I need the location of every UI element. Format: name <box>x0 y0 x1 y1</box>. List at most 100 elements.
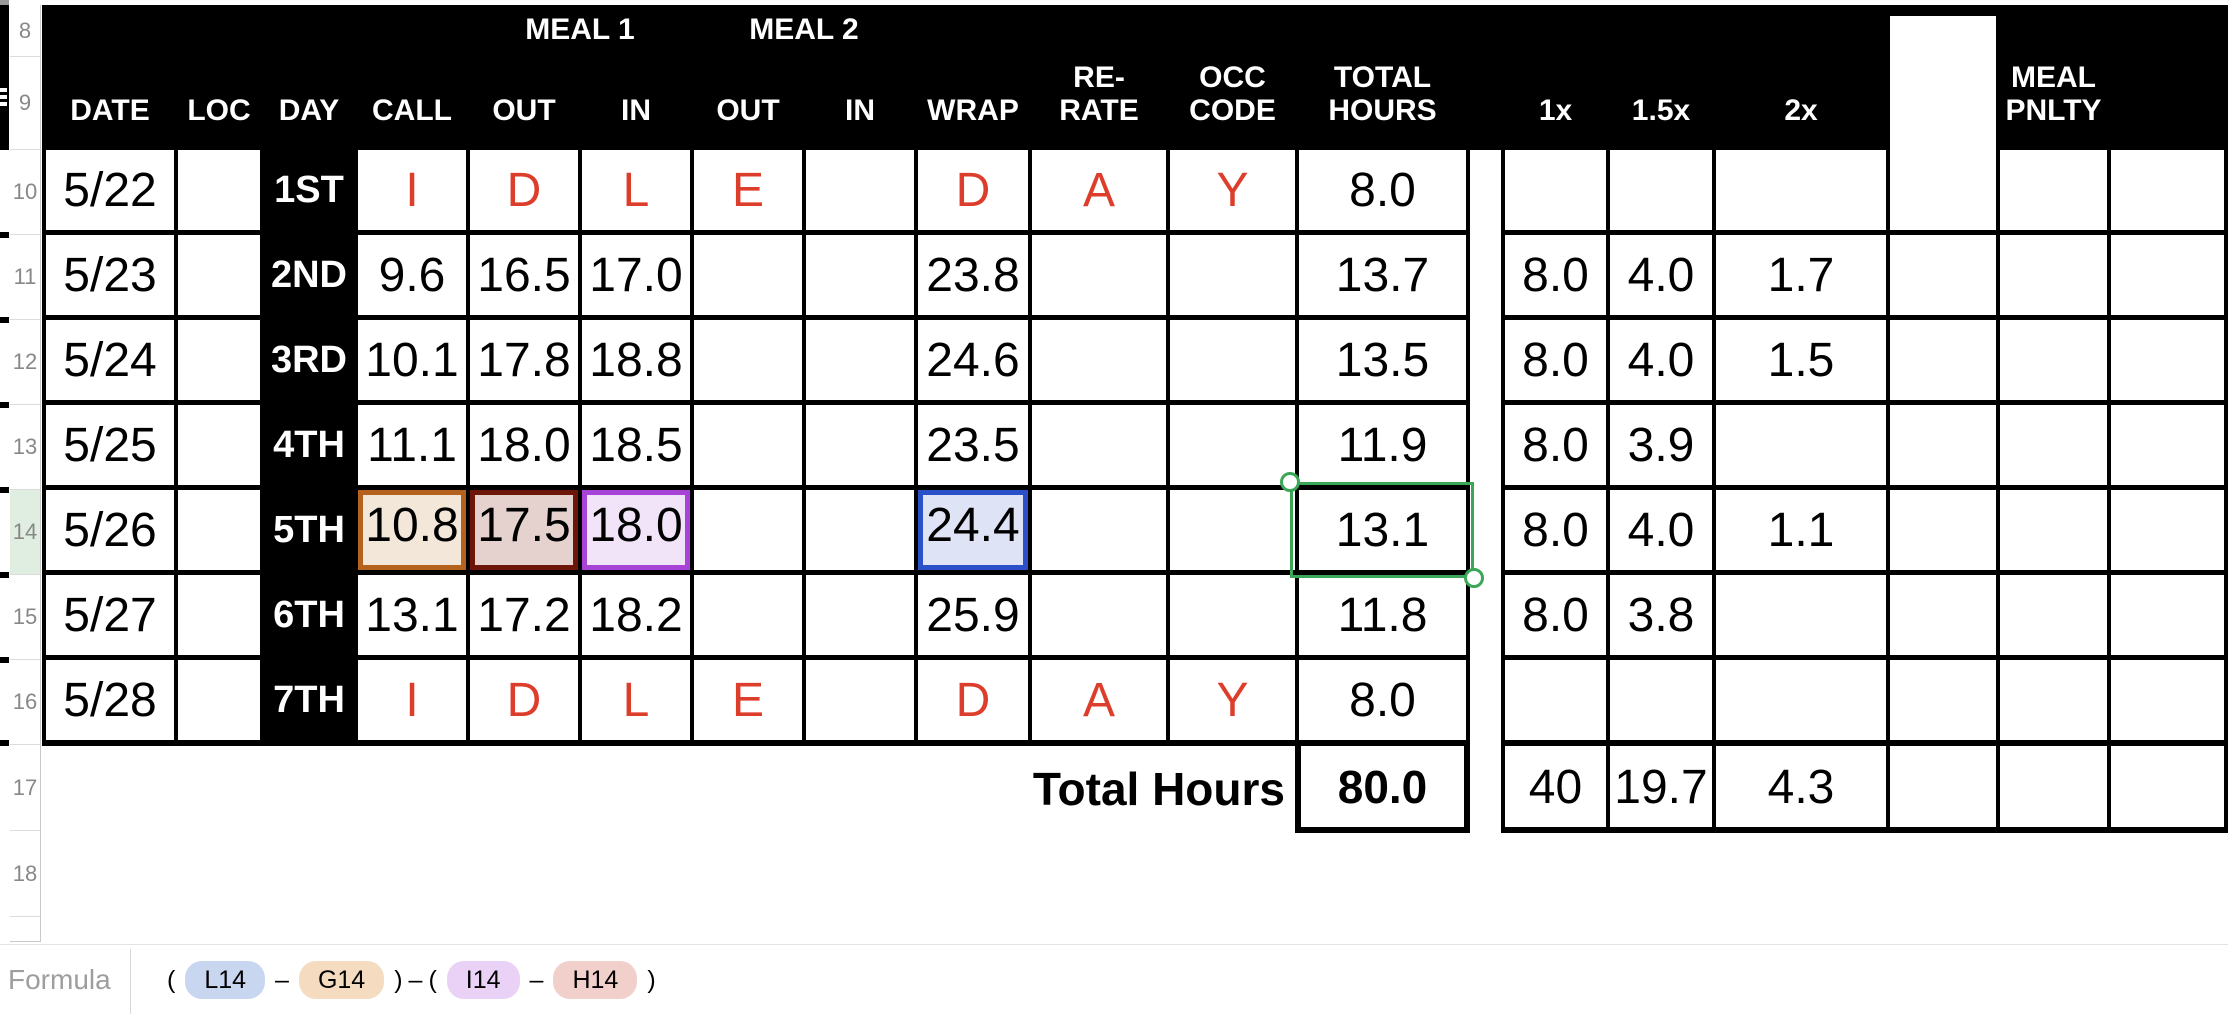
cell-total-hours[interactable]: 8.0 <box>1299 150 1466 230</box>
cell-date[interactable]: 5/25 <box>46 405 174 485</box>
row-header-16[interactable]: 16 <box>10 660 40 745</box>
cell-call[interactable]: 11.1 <box>358 405 466 485</box>
cell-day[interactable]: 2ND <box>264 235 354 315</box>
cell-rerate[interactable] <box>1032 235 1166 315</box>
header-cell-meal1-in[interactable]: IN <box>621 94 651 128</box>
cell-wrap[interactable]: D <box>918 150 1028 230</box>
cell-1-5x[interactable] <box>1610 150 1712 230</box>
cell-call-highlighted-g14[interactable]: 10.8 <box>358 490 466 570</box>
row-header-14-selected[interactable]: 14 <box>10 490 40 575</box>
header-cell-call[interactable]: CALL <box>372 94 452 128</box>
cell-loc[interactable] <box>178 235 260 315</box>
cell-end[interactable] <box>2111 235 2224 315</box>
row-header-10[interactable]: 10 <box>10 150 40 235</box>
header-cell-2x[interactable]: 2x <box>1784 94 1818 128</box>
cell-date[interactable]: 5/23 <box>46 235 174 315</box>
formula-ref-i14[interactable]: I14 <box>446 961 520 999</box>
cell-date[interactable]: 5/26 <box>46 490 174 570</box>
cell-blank[interactable] <box>1890 320 1996 400</box>
cell-meal2-in[interactable] <box>806 490 914 570</box>
cell-loc[interactable] <box>178 320 260 400</box>
cell-1-5x[interactable]: 3.9 <box>1610 405 1712 485</box>
cell-rerate[interactable]: A <box>1032 660 1166 740</box>
cell-total-hours-selected[interactable]: 13.1 <box>1299 490 1466 570</box>
row-header-13[interactable]: 13 <box>10 405 40 490</box>
cell-call[interactable]: I <box>358 660 466 740</box>
cell-meal2-in[interactable] <box>806 320 914 400</box>
cell-call[interactable]: I <box>358 150 466 230</box>
cell-occ-code[interactable]: Y <box>1170 660 1295 740</box>
cell-meal2-out[interactable] <box>694 405 802 485</box>
cell-end[interactable] <box>2111 405 2224 485</box>
formula-ref-h14[interactable]: H14 <box>553 961 638 999</box>
cell-meal2-out[interactable]: E <box>694 150 802 230</box>
cell-2x[interactable] <box>1716 575 1886 655</box>
header-cell-rerate[interactable]: RE- RATE <box>1059 60 1139 128</box>
cell-1-5x[interactable]: 3.8 <box>1610 575 1712 655</box>
cell-1-5x[interactable]: 4.0 <box>1610 235 1712 315</box>
cell-meal1-out[interactable]: D <box>470 660 578 740</box>
cell-meal1-out-highlighted-h14[interactable]: 17.5 <box>470 490 578 570</box>
cell-occ-code[interactable] <box>1170 235 1295 315</box>
cell-total-hours[interactable]: 11.8 <box>1299 575 1466 655</box>
cell-total-2x[interactable]: 4.3 <box>1716 746 1886 827</box>
cell-occ-code[interactable] <box>1170 575 1295 655</box>
cell-occ-code[interactable]: Y <box>1170 150 1295 230</box>
cell-2x[interactable]: 1.7 <box>1716 235 1886 315</box>
cell-meal1-in[interactable]: L <box>582 150 690 230</box>
selection-handle-top-left[interactable] <box>1280 472 1300 492</box>
cell-meal1-in[interactable]: L <box>582 660 690 740</box>
cell-meal2-out[interactable] <box>694 490 802 570</box>
cell-meal2-out[interactable] <box>694 575 802 655</box>
cell-loc[interactable] <box>178 150 260 230</box>
header-cell-meal2-in[interactable]: IN <box>845 94 875 128</box>
cell-total-hours[interactable]: 8.0 <box>1299 660 1466 740</box>
cell-occ-code[interactable] <box>1170 490 1295 570</box>
cell-meal-pnlty[interactable] <box>2000 405 2107 485</box>
cell-wrap[interactable]: D <box>918 660 1028 740</box>
cell-meal-pnlty[interactable] <box>2000 490 2107 570</box>
cell-2x[interactable]: 1.1 <box>1716 490 1886 570</box>
cell-meal-pnlty[interactable] <box>2000 575 2107 655</box>
header-cell-meal2[interactable]: MEAL 2 <box>749 13 859 47</box>
cell-1x[interactable] <box>1505 150 1606 230</box>
row-header-8[interactable]: 8 <box>10 5 40 57</box>
cell-meal-pnlty[interactable] <box>2000 235 2107 315</box>
cell-meal2-in[interactable] <box>806 150 914 230</box>
cell-meal2-out[interactable] <box>694 235 802 315</box>
cell-total-meal-pnlty[interactable] <box>2000 746 2107 827</box>
cell-1-5x[interactable]: 4.0 <box>1610 490 1712 570</box>
cell-total-hours[interactable]: 13.5 <box>1299 320 1466 400</box>
cell-loc[interactable] <box>178 490 260 570</box>
cell-meal1-out[interactable]: 17.8 <box>470 320 578 400</box>
cell-meal2-in[interactable] <box>806 405 914 485</box>
row-header-18[interactable]: 18 <box>10 831 40 917</box>
cell-rerate[interactable] <box>1032 575 1166 655</box>
cell-1-5x[interactable] <box>1610 660 1712 740</box>
cell-2x[interactable] <box>1716 405 1886 485</box>
header-cell-meal2-out[interactable]: OUT <box>716 94 780 128</box>
cell-meal-pnlty[interactable] <box>2000 660 2107 740</box>
cell-loc[interactable] <box>178 405 260 485</box>
cell-date[interactable]: 5/22 <box>46 150 174 230</box>
cell-1x[interactable]: 8.0 <box>1505 235 1606 315</box>
cell-2x[interactable] <box>1716 150 1886 230</box>
cell-meal2-out[interactable]: E <box>694 660 802 740</box>
cell-day[interactable]: 6TH <box>264 575 354 655</box>
cell-wrap[interactable]: 24.6 <box>918 320 1028 400</box>
cell-total-hours[interactable]: 13.7 <box>1299 235 1466 315</box>
cell-meal2-in[interactable] <box>806 660 914 740</box>
cell-call[interactable]: 9.6 <box>358 235 466 315</box>
cell-call[interactable]: 13.1 <box>358 575 466 655</box>
formula-ref-l14[interactable]: L14 <box>185 961 266 999</box>
cell-meal1-out[interactable]: D <box>470 150 578 230</box>
cell-meal1-out[interactable]: 18.0 <box>470 405 578 485</box>
header-cell-wrap[interactable]: WRAP <box>927 94 1019 128</box>
cell-end[interactable] <box>2111 490 2224 570</box>
header-cell-occ-code[interactable]: OCC CODE <box>1189 60 1276 128</box>
row-header-9[interactable]: 9 <box>10 57 40 150</box>
cell-wrap[interactable]: 23.5 <box>918 405 1028 485</box>
total-hours-value[interactable]: 80.0 <box>1295 740 1470 833</box>
cell-day[interactable]: 7TH <box>264 660 354 740</box>
cell-occ-code[interactable] <box>1170 320 1295 400</box>
